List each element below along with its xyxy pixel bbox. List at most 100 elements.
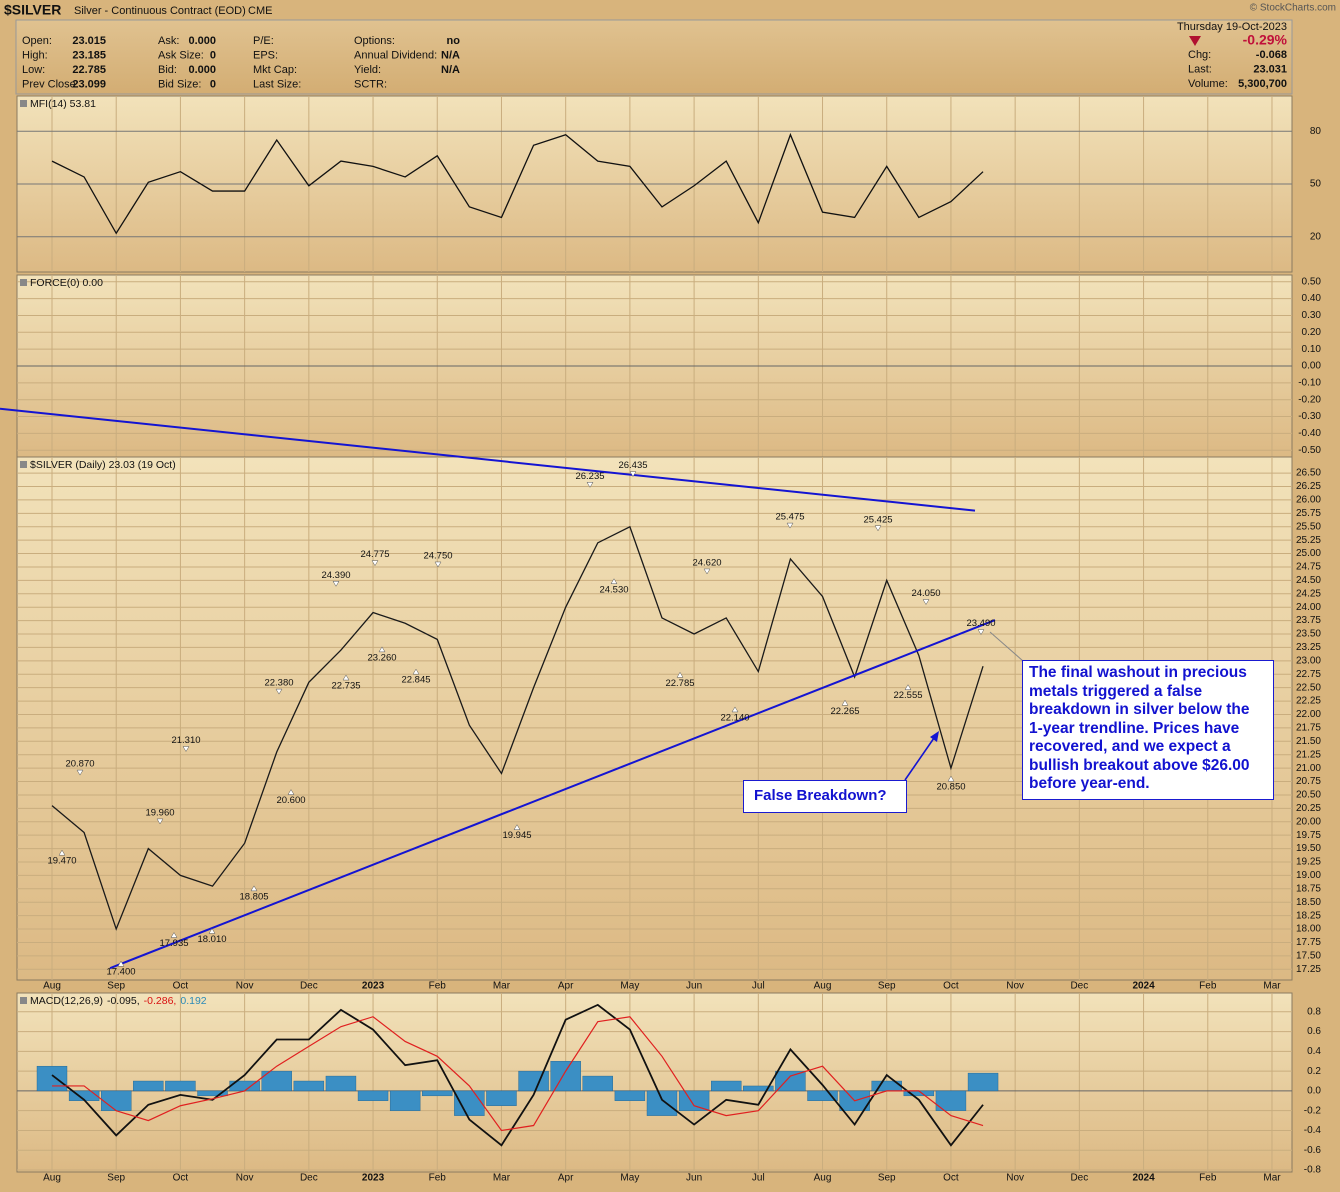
field-label: Bid: [158,64,177,76]
histogram-bar [133,1080,164,1092]
quote-label: Chg: [1188,49,1211,61]
x-tick-label: Sep [107,981,125,992]
y-tick-label: -0.30 [1298,411,1321,422]
annotation-marker [250,885,258,892]
field-label: Ask Size: [158,49,204,61]
annotation-marker [412,668,420,675]
series-line [51,525,984,931]
y-tick-label: 0.20 [1302,327,1322,338]
x-tick-label: Feb [1199,981,1217,992]
histogram-bar [422,1090,453,1097]
x-tick-label: Jul [752,981,765,992]
y-tick-label: -0.6 [1304,1145,1322,1156]
x-tick-label: Sep [107,1173,125,1184]
change-pct: -0.29% [1243,32,1288,48]
x-tick-label: Dec [300,1173,318,1184]
series-line [51,132,984,235]
annotation-label: 20.870 [65,759,94,770]
histogram-bar [197,1090,228,1097]
y-tick-label: 0.4 [1307,1046,1321,1057]
y-tick-label: 17.25 [1296,964,1321,975]
x-tick-label: Jun [686,1173,702,1184]
callout-box: False Breakdown? [743,780,907,813]
histogram-bar [325,1075,357,1092]
quote-value: 23.031 [1253,63,1287,75]
y-tick-label: 21.50 [1296,736,1321,747]
description: Silver - Continuous Contract (EOD) [74,5,246,17]
x-tick-label: Oct [943,981,959,992]
x-tick-label: Dec [1070,1173,1088,1184]
annotation-marker [371,560,379,567]
annotation-marker [676,671,684,678]
annotation-label: 22.140 [720,712,749,723]
y-tick-label: 22.00 [1296,709,1321,720]
symbol: $SILVER [4,2,61,18]
field-value: 23.099 [72,78,106,90]
field-value: 22.785 [72,64,106,76]
y-tick-label: -0.50 [1298,445,1321,456]
histogram-bar [486,1090,517,1106]
y-tick-label: 22.25 [1296,696,1321,707]
y-tick-label: 21.25 [1296,749,1321,760]
x-tick-label: May [620,1173,639,1184]
y-tick-label: 24.50 [1296,575,1321,586]
y-tick-label: -0.20 [1298,394,1321,405]
annotation-label: 19.470 [47,856,76,867]
header-panel [15,19,1293,95]
x-tick-label: Mar [493,1173,511,1184]
x-tick-label: Oct [173,981,189,992]
field-label: Mkt Cap: [253,64,297,76]
title-icon [20,100,27,107]
y-tick-label: -0.4 [1304,1125,1322,1136]
panel-title: FORCE(0) 0.00 [30,277,103,289]
x-tick-label: Mar [1263,1173,1281,1184]
field-label: High: [22,49,48,61]
annotation-marker [275,688,283,695]
histogram-bar [101,1090,132,1111]
field-value: 0 [210,78,216,90]
x-tick-label: 2023 [362,1173,385,1184]
annotation-label: 18.010 [197,934,226,945]
x-tick-label: Dec [1070,981,1088,992]
histogram-bar [261,1070,292,1092]
annotation-marker [586,482,594,488]
annotation-label: 17.400 [106,967,135,978]
x-tick-label: Oct [943,1173,959,1184]
y-tick-label: 25.25 [1296,535,1321,546]
y-tick-label: 18.50 [1296,897,1321,908]
annotation-label: 19.960 [145,807,174,818]
annotation-label: 20.600 [276,795,305,806]
y-tick-label: 23.50 [1296,629,1321,640]
y-tick-label: 17.75 [1296,937,1321,948]
y-tick-label: 0.30 [1302,310,1322,321]
annotation-marker [922,599,930,605]
annotation-label: 22.380 [264,678,293,689]
y-tick-label: 22.50 [1296,682,1321,693]
annotation-marker [182,746,190,752]
y-tick-label: 25.75 [1296,508,1321,519]
panel-title: $SILVER (Daily) 23.03 (19 Oct) [30,459,176,471]
y-tick-label: 20.75 [1296,776,1321,787]
y-tick-label: 25.50 [1296,521,1321,532]
y-tick-label: 20 [1310,231,1322,242]
annotation-label: 26.235 [575,471,604,482]
annotation-marker [904,684,912,690]
quote-value: -0.068 [1256,49,1287,61]
annotation-marker [332,581,340,587]
x-tick-label: Sep [878,1173,896,1184]
annotation-label: 26.435 [618,460,647,471]
histogram-bar [807,1090,838,1101]
y-tick-label: 23.25 [1296,642,1321,653]
title-icon [20,279,27,286]
annotation-label: 24.620 [692,557,721,568]
histogram-bar [646,1090,678,1116]
y-tick-label: 19.25 [1296,857,1321,868]
field-label: Prev Close: [22,78,79,90]
annotation-label: 22.735 [331,681,360,692]
field-label: Bid Size: [158,78,201,90]
histogram-bar [293,1080,325,1092]
y-tick-label: 50 [1310,179,1322,190]
x-tick-label: Aug [814,981,832,992]
annotation-marker [610,578,618,585]
x-tick-label: Dec [300,981,318,992]
